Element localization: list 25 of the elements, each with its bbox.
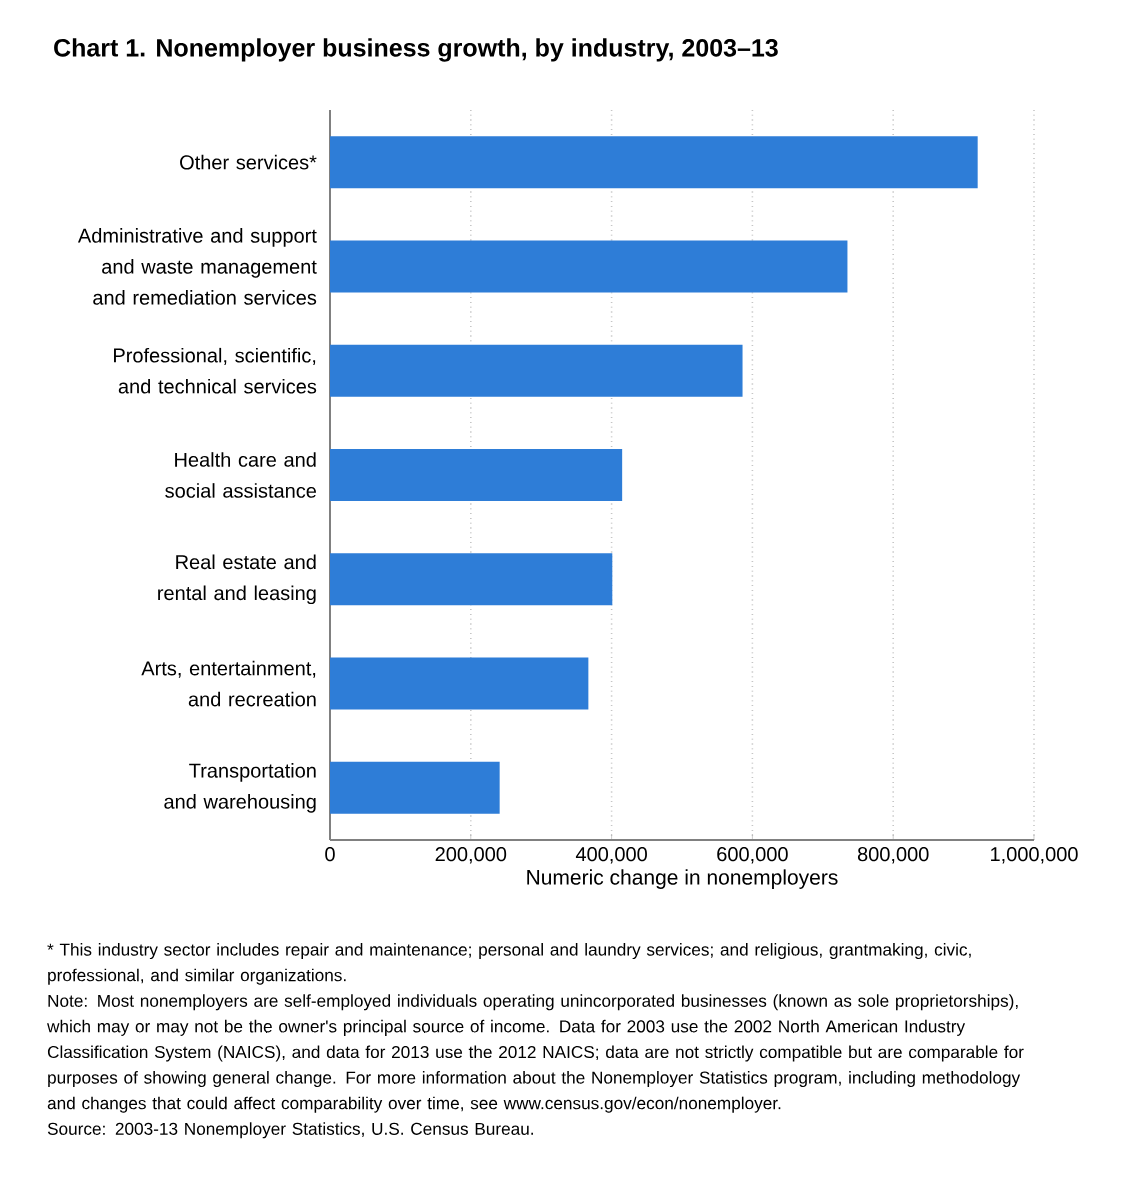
x-tick-label: 600,000 xyxy=(717,847,788,864)
y-tick-label: Health care and social assistance xyxy=(165,452,316,498)
text: Note: Most nonemployers are self-employed individuals operating unincorporated businesses (known as sole proprietorships), which may or may not be the owner's principal source of income. Data for 2003 use the 2002 North American Industry Classification System (NAICS), and data for 2013 use the 2012 NAICS; data are not strictly compatible but are comparable for purposes of showing general change. For more information about the Nonemployer Statistics program, including methodology and changes that could affect comparability over time, see www.census.gov/econ/nonemployer. xyxy=(47,994,1024,1113)
x-tick-label: 1,000,000 xyxy=(991,847,1078,864)
x-tick-label: 0 xyxy=(325,847,335,862)
y-tick-label: Other services* xyxy=(180,154,317,170)
bar xyxy=(330,344,743,397)
bar xyxy=(330,761,500,814)
bar xyxy=(330,553,613,606)
bar xyxy=(330,136,978,189)
x-tick-label: 200,000 xyxy=(435,847,507,864)
x-tick-label: 800,000 xyxy=(857,847,929,864)
text: * This industry sector includes repair and maintenance; personal and laundry services; and religious, grantmaking, civic, professional, and similar organizations. xyxy=(47,943,971,985)
y-tick-label: Transportation and warehousing xyxy=(164,763,316,813)
source-note: Source: 2003-13 Nonemployer Statistics, U.S. Census Bureau. xyxy=(47,1122,533,1139)
chart-title: Chart 1. Nonemployer business growth, by industry, 2003–13 xyxy=(54,38,778,62)
bar xyxy=(330,449,623,502)
y-tick-label: Real estate and rental and leasing xyxy=(158,554,316,605)
bar xyxy=(330,657,589,710)
x-axis-title: Numeric change in nonemployers xyxy=(527,869,838,889)
bar xyxy=(330,240,848,293)
y-tick-label: Professional, scientific, and technical services xyxy=(114,347,317,394)
y-tick-label: Arts, entertainment, and recreation xyxy=(141,660,316,707)
y-tick-label: Administrative and support and waste management and remediation services xyxy=(77,228,317,305)
x-tick-label: 400,000 xyxy=(575,847,647,864)
